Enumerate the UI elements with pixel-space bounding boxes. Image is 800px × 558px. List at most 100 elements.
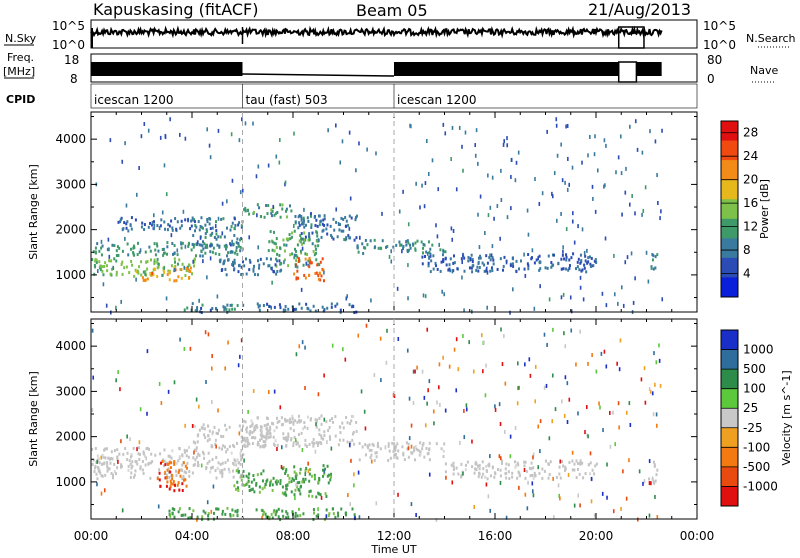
velocity-echo-9 [575,476,578,480]
velocity-echo-6 [290,420,293,424]
velocity-echo-0 [94,466,97,470]
noise-echo [247,409,249,414]
velocity-echo-6 [272,422,275,426]
velocity-echo-0 [143,454,146,458]
velocity-echo-6 [328,425,331,429]
power-echo-13 [590,256,593,260]
noise-echo [644,185,647,190]
power-echo-9 [295,277,298,281]
velocity-echo-5 [284,491,287,495]
power-echo-12 [407,248,410,252]
velocity-echo-9 [549,460,552,464]
power-echo-5 [225,243,228,247]
power-echo-5 [210,233,213,237]
power-echo-9 [310,261,313,265]
noise-echo [596,168,599,173]
velocity-echo-6 [259,428,262,432]
velocity-echo-0 [182,474,185,478]
noise-echo [408,396,411,401]
noise-echo [438,385,440,390]
noise-echo [648,387,651,392]
power-echo-8 [291,252,294,256]
velocity-echo-8 [396,456,399,460]
noise-echo [138,440,141,445]
power-echo-13 [526,262,529,266]
velocity-echo-9 [505,476,508,480]
power-echo-11 [273,305,276,309]
power-colorbar-tick-label: 20 [743,173,758,187]
velocity-echo-0 [142,450,145,454]
velocity-echo-6 [294,419,297,423]
power-colorbar-tick-label: 4 [743,267,751,281]
noise-echo [532,455,534,460]
noise-echo [565,124,567,129]
noise-echo [428,472,431,477]
noise-echo [255,174,258,179]
power-echo-5 [204,245,207,249]
power-echo-3 [160,218,163,222]
power-echo-7 [314,223,317,227]
power-echo-0 [235,249,238,253]
power-echo-12 [385,245,388,249]
velocity-echo-5 [317,480,320,484]
velocity-echo-4 [274,480,277,484]
power-echo-13 [518,267,521,271]
velocity-echo-0 [107,467,110,471]
velocity-echo-8 [391,441,394,445]
noise-echo [295,352,298,357]
velocity-echo-10 [648,477,651,481]
noise-echo [280,464,283,469]
velocity-echo-0 [233,463,236,467]
velocity-echo-3 [246,436,249,440]
noise-echo [217,408,219,413]
power-echo-13 [587,256,590,260]
power-echo-11 [295,307,298,311]
noise-echo [164,133,167,138]
noise-echo [556,218,558,223]
power-echo-11 [256,302,259,306]
velocity-echo-5 [285,484,288,488]
noise-echo [534,177,536,182]
noise-echo [634,276,636,281]
velocity-echo-9 [477,475,480,479]
power-echo-5 [197,220,200,224]
noise-echo [484,393,487,398]
velocity-echo-0 [163,448,166,452]
power-echo-0 [149,249,152,253]
noise-echo [353,483,355,488]
noise-echo [135,277,137,282]
velocity-echo-0 [139,467,142,471]
noise-echo [184,244,187,249]
noise-echo [587,361,589,366]
power-echo-8 [302,241,305,245]
power-echo-1 [94,265,97,269]
velocity-echo-9 [450,463,453,467]
velocity-echo-5 [308,490,311,494]
velocity-echo-3 [240,435,243,439]
velocity-colorbar-swatch [721,486,738,507]
noise-echo [603,138,606,143]
power-echo-11 [258,308,261,312]
noise-echo [605,143,607,148]
power-echo-1 [104,261,107,265]
velocity-echo-0 [130,452,133,456]
noise-echo [272,204,275,209]
velocity-echo-0 [107,456,110,460]
velocity-echo-2 [224,512,227,516]
velocity-echo-9 [594,464,597,468]
noise-echo [500,327,502,332]
power-echo-2 [173,279,176,283]
velocity-echo-1 [181,488,184,492]
noise-echo [280,445,283,450]
noise-echo [510,174,512,179]
power-echo-9 [314,272,317,276]
noise-echo [483,340,485,345]
power-echo-3 [170,219,173,223]
noise-echo [370,459,373,464]
velocity-echo-0 [101,453,104,457]
x-tick-label: 08:00 [276,529,311,543]
velocity-echo-5 [291,477,294,481]
noise-echo [424,181,427,186]
power-echo-10 [249,260,252,264]
noise-echo [526,506,529,511]
